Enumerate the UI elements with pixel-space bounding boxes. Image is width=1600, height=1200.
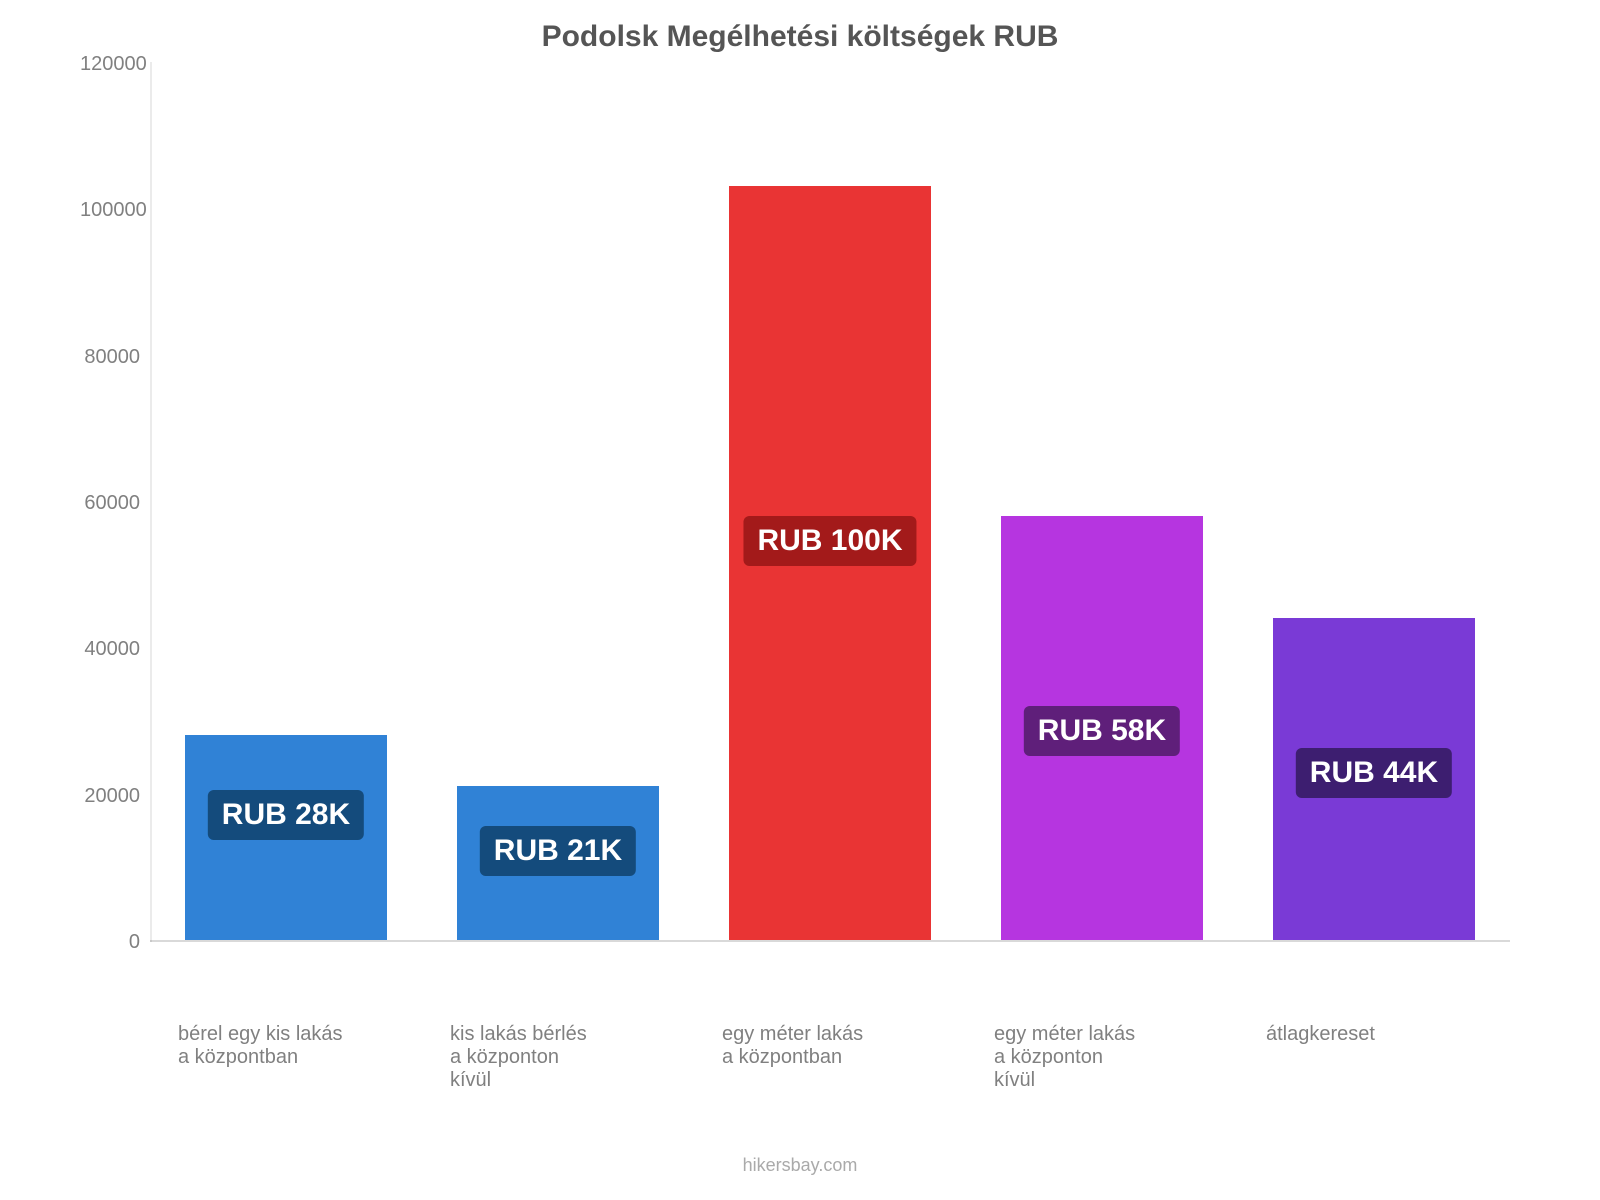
cost-chart: Podolsk Megélhetési költségek RUB 0 20000… <box>80 20 1520 1080</box>
bar: RUB 58K <box>1001 516 1202 940</box>
x-label: kis lakás bérlés a központon kívül <box>422 1023 694 1092</box>
value-badge: RUB 44K <box>1296 748 1452 798</box>
bar: RUB 44K <box>1273 618 1474 940</box>
plot-area: 020000400006000080000100000120000 RUB 28… <box>80 62 1520 982</box>
attribution-text: hikersbay.com <box>0 1155 1600 1176</box>
bar-slot: RUB 44K <box>1238 62 1510 940</box>
value-badge: RUB 28K <box>208 790 364 840</box>
x-label: egy méter lakás a központon kívül <box>966 1023 1238 1092</box>
y-tick: 120000 <box>80 53 140 76</box>
bar-slot: RUB 28K <box>150 62 422 940</box>
x-label: átlagkereset <box>1238 1023 1510 1092</box>
bar: RUB 21K <box>457 786 658 940</box>
bar-slot: RUB 100K <box>694 62 966 940</box>
y-tick: 80000 <box>80 346 140 369</box>
chart-title: Podolsk Megélhetési költségek RUB <box>80 20 1520 54</box>
bars-container: RUB 28K RUB 21K RUB 100K RUB 58K RUB 44K <box>150 62 1510 940</box>
x-axis <box>150 940 1510 942</box>
y-tick: 40000 <box>80 638 140 661</box>
x-labels: bérel egy kis lakás a központbankis laká… <box>150 1023 1510 1092</box>
y-tick: 60000 <box>80 492 140 515</box>
value-badge: RUB 21K <box>480 826 636 876</box>
value-badge: RUB 100K <box>743 516 916 566</box>
bar: RUB 28K <box>185 735 386 940</box>
bar-slot: RUB 58K <box>966 62 1238 940</box>
y-tick: 100000 <box>80 199 140 222</box>
value-badge: RUB 58K <box>1024 706 1180 756</box>
y-tick: 20000 <box>80 785 140 808</box>
x-label: bérel egy kis lakás a központban <box>150 1023 422 1092</box>
x-label: egy méter lakás a központban <box>694 1023 966 1092</box>
bar: RUB 100K <box>729 186 930 940</box>
y-tick: 0 <box>80 931 140 954</box>
bar-slot: RUB 21K <box>422 62 694 940</box>
